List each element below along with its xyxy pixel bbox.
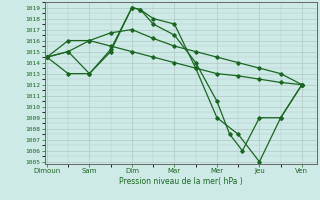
X-axis label: Pression niveau de la mer( hPa ): Pression niveau de la mer( hPa ) xyxy=(119,177,243,186)
